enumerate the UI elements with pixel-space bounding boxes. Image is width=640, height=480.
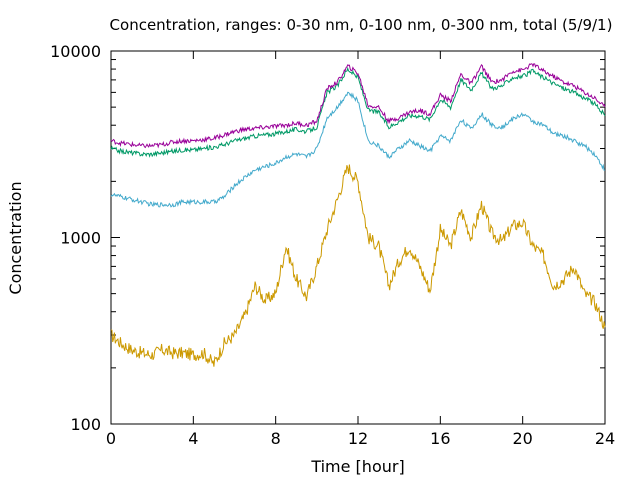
x-tick-label: 16 xyxy=(430,429,450,448)
x-tick-label: 4 xyxy=(188,429,198,448)
x-tick-label: 24 xyxy=(595,429,615,448)
x-axis: 0 4 8 12 16 20 24 xyxy=(106,51,615,448)
series-line-3 xyxy=(110,66,606,158)
chart-title: Concentration, ranges: 0-30 nm, 0-100 nm… xyxy=(110,16,613,34)
x-axis-title: Time [hour] xyxy=(310,457,404,476)
y-tick-label: 100 xyxy=(70,415,101,434)
series-layer xyxy=(110,63,606,367)
x-tick-label: 0 xyxy=(106,429,116,448)
x-tick-label: 20 xyxy=(512,429,532,448)
y-tick-label: 10000 xyxy=(50,42,101,61)
x-tick-label: 12 xyxy=(348,429,368,448)
y-tick-label: 1000 xyxy=(60,229,101,248)
x-tick-label: 8 xyxy=(271,429,281,448)
y-axis: 100 1000 10000 xyxy=(50,42,605,434)
series-line-4 xyxy=(110,63,606,149)
series-line-2 xyxy=(110,91,606,208)
y-axis-title: Concentration xyxy=(6,181,25,294)
plot-frame xyxy=(110,50,606,425)
series-line-1 xyxy=(110,164,606,367)
